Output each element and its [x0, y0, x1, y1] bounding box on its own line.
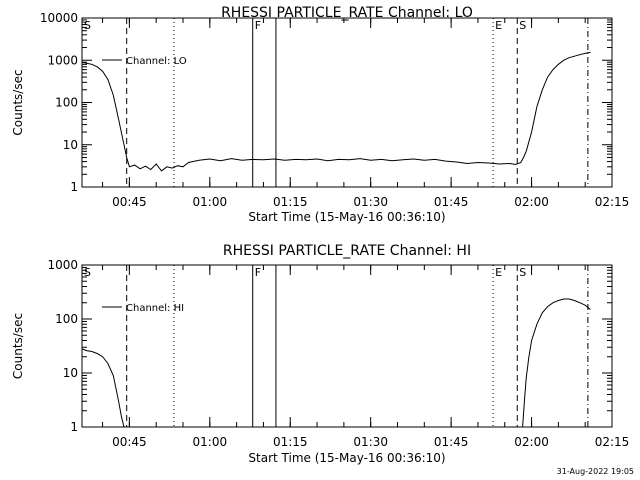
p1-y-tick-label: 10 — [63, 366, 78, 380]
p1-x-tick-label: 00:45 — [112, 435, 147, 449]
p1-marker-label: F — [255, 266, 261, 279]
p0-x-tick-label: 01:30 — [353, 195, 388, 209]
p0-y-tick-label: 10000 — [40, 11, 78, 25]
p1-y-tick-label: 100 — [55, 312, 78, 326]
p0-marker-label: S — [519, 19, 526, 32]
p1-marker-label: S — [84, 266, 91, 279]
p1-x-tick-label: 01:15 — [273, 435, 308, 449]
p0-x-tick-label: 02:15 — [595, 195, 630, 209]
p1-chart-title: RHESSI PARTICLE_RATE Channel: HI — [223, 243, 471, 259]
p0-chart-title: RHESSI PARTICLE_RATE Channel: LO — [221, 5, 473, 21]
p0-x-tick-label: 00:45 — [112, 195, 147, 209]
p0-marker-label: S — [84, 19, 91, 32]
p1-x-tick-label: 02:15 — [595, 435, 630, 449]
p0-y-tick-label: 1000 — [47, 53, 78, 67]
render-timestamp: 31-Aug-2022 19:05 — [557, 467, 634, 476]
p0-y-tick-label: 1 — [70, 180, 78, 194]
p1-x-axis-label: Start Time (15-May-16 00:36:10) — [248, 451, 445, 465]
p0-y-tick-label: 10 — [63, 138, 78, 152]
p0-x-axis-label: Start Time (15-May-16 00:36:10) — [248, 210, 445, 224]
p1-y-axis-label: Counts/sec — [11, 313, 25, 379]
p1-y-tick-label: 1 — [70, 420, 78, 434]
p1-x-tick-label: 01:45 — [434, 435, 469, 449]
p0-marker-label: E — [495, 19, 502, 32]
p1-series-line-0-seg-1 — [522, 298, 591, 428]
p0-y-tick-label: 100 — [55, 96, 78, 110]
p1-marker-label: S — [519, 266, 526, 279]
p1-marker-label: E — [495, 266, 502, 279]
panel-0: RHESSI PARTICLE_RATE Channel: LO 1 10 100 10… — [11, 5, 629, 224]
p1-y-tick-label: 1000 — [47, 258, 78, 272]
p1-series-line-0-seg-0 — [81, 348, 125, 428]
p0-y-axis-label: Counts/sec — [11, 69, 25, 135]
p0-x-tick-label: 02:00 — [514, 195, 549, 209]
p0-series-line-0-seg-0 — [81, 51, 591, 172]
p0-plot-frame — [81, 17, 613, 188]
p1-x-tick-label: 02:00 — [514, 435, 549, 449]
p0-legend-label: Channel: LO — [126, 56, 187, 67]
p0-x-tick-label: 01:00 — [193, 195, 228, 209]
p1-plot-frame — [81, 264, 613, 428]
p0-x-tick-label: 01:45 — [434, 195, 469, 209]
p1-x-tick-label: 01:00 — [193, 435, 228, 449]
p0-marker-label: F — [255, 19, 261, 32]
p1-legend-label: Channel: HI — [126, 303, 184, 314]
p1-x-tick-label: 01:30 — [353, 435, 388, 449]
p0-x-tick-label: 01:15 — [273, 195, 308, 209]
panel-1: RHESSI PARTICLE_RATE Channel: HI 1 10 100 10… — [11, 243, 629, 465]
